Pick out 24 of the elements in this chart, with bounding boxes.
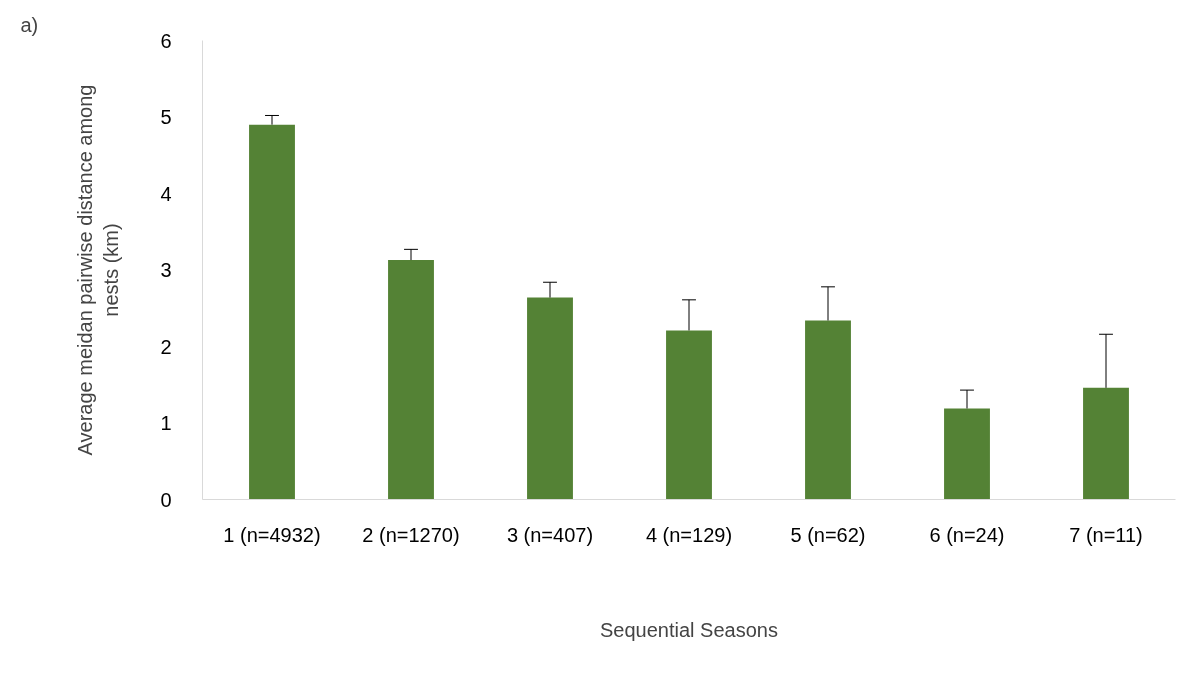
bar — [527, 297, 573, 500]
y-axis-title: Average meidan pairwise distance among nests (km) — [73, 84, 123, 456]
x-tick-label: 2 (n=1270) — [362, 523, 460, 546]
y-tick-label: 3 — [160, 259, 172, 281]
y-tick-label: 1 — [160, 412, 172, 434]
y-tick-label: 0 — [160, 488, 172, 511]
x-axis-title: Sequential Seasons — [600, 618, 778, 641]
x-tick-label: 7 (n=11) — [1069, 523, 1143, 546]
x-tick-label: 5 (n=62) — [790, 523, 866, 546]
x-tick-label: 4 (n=129) — [645, 523, 733, 546]
bar — [666, 330, 712, 500]
y-tick-label: 6 — [160, 29, 172, 52]
y-tick-label: 2 — [160, 335, 172, 358]
y-tick-label: 5 — [160, 106, 172, 128]
text: a) — [20, 13, 39, 36]
bar — [388, 260, 434, 500]
y-tick-label: 4 — [160, 182, 172, 205]
bar — [1083, 387, 1129, 500]
bar — [249, 124, 295, 500]
bar — [944, 408, 990, 500]
bar — [805, 320, 851, 500]
x-tick-label: 1 (n=4932) — [223, 523, 321, 546]
x-tick-label: 6 (n=24) — [929, 523, 1005, 546]
x-tick-label: 3 (n=407) — [506, 523, 594, 546]
